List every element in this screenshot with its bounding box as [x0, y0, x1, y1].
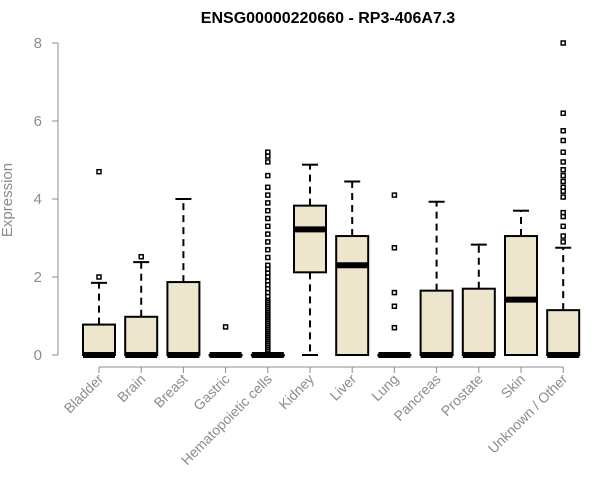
box-iqr [82, 323, 116, 356]
outlier-point [560, 137, 566, 144]
box-group [504, 209, 538, 356]
x-tick-label: Lung [368, 371, 401, 404]
outlier-point [560, 159, 566, 165]
outlier-point [560, 110, 566, 116]
box-iqr [335, 235, 370, 356]
box-iqr [166, 281, 201, 357]
outlier-point [560, 172, 566, 179]
x-tick-label: Liver [327, 371, 360, 404]
y-axis-label: Expression [0, 163, 16, 237]
box-iqr [419, 289, 454, 356]
x-tick-label: Brain [114, 371, 148, 405]
box-group [335, 180, 370, 356]
outlier-point [391, 245, 398, 251]
outlier-point [265, 200, 271, 206]
outlier-point [265, 149, 271, 155]
box-group [82, 168, 116, 358]
y-tick-label: 6 [34, 113, 42, 130]
outlier-point [560, 223, 566, 230]
outlier-point [96, 168, 102, 175]
box-iqr [293, 204, 327, 274]
y-tick-label: 0 [34, 347, 42, 364]
box-group [124, 253, 159, 358]
outlier-point [265, 223, 271, 230]
outlier-point [265, 192, 271, 198]
y-tick-label: 8 [34, 35, 42, 52]
box-iqr [461, 287, 496, 357]
outlier-point [96, 274, 102, 280]
outlier-point [560, 184, 566, 191]
outlier-point [265, 262, 271, 269]
box-group [293, 163, 327, 356]
outlier-point [265, 172, 271, 179]
x-tick-label: Skin [498, 371, 529, 402]
box-iqr [504, 235, 538, 356]
outlier-point [265, 231, 271, 237]
x-tick-label: Unknown / Other [485, 371, 571, 457]
chart-title: ENSG00000220660 - RP3-406A7.3 [201, 10, 455, 27]
outlier-point [265, 184, 271, 191]
outlier-point [560, 40, 566, 46]
box-group [546, 40, 581, 358]
y-tick-label: 4 [34, 191, 42, 208]
outlier-point [391, 324, 398, 331]
box-group [208, 324, 243, 358]
outlier-point [265, 159, 271, 165]
outlier-point [391, 303, 398, 309]
box-group [166, 198, 201, 358]
x-tick-label: Breast [151, 371, 191, 411]
outlier-point [560, 128, 566, 134]
y-axis: 0 2 4 6 8 [34, 35, 59, 364]
box-group [377, 192, 412, 358]
outlier-point [265, 215, 271, 222]
outlier-point [560, 178, 566, 185]
outlier-point [265, 246, 271, 253]
box-group [419, 200, 454, 358]
y-tick-label: 2 [34, 269, 42, 286]
x-tick-label: Prostate [438, 371, 486, 419]
outlier-point [265, 239, 271, 245]
outlier-point [391, 289, 398, 296]
outlier-point [560, 239, 566, 245]
box-group [461, 243, 496, 358]
x-tick-label: Bladder [61, 371, 107, 417]
outlier-point [138, 253, 144, 260]
outlier-point [560, 149, 566, 155]
outlier-point [222, 324, 229, 330]
outlier-point [560, 233, 566, 239]
x-tick-label: Pancreas [391, 371, 444, 424]
box-iqr [124, 315, 159, 356]
plot-area [82, 40, 581, 358]
box-group [250, 149, 285, 358]
outlier-point [560, 167, 566, 173]
x-tick-label: Kidney [276, 371, 318, 413]
outlier-point [391, 192, 398, 198]
box-iqr [546, 309, 581, 356]
outlier-point [265, 207, 271, 214]
outlier-point [265, 254, 271, 261]
outlier-point [560, 194, 566, 200]
outlier-point [560, 209, 566, 216]
